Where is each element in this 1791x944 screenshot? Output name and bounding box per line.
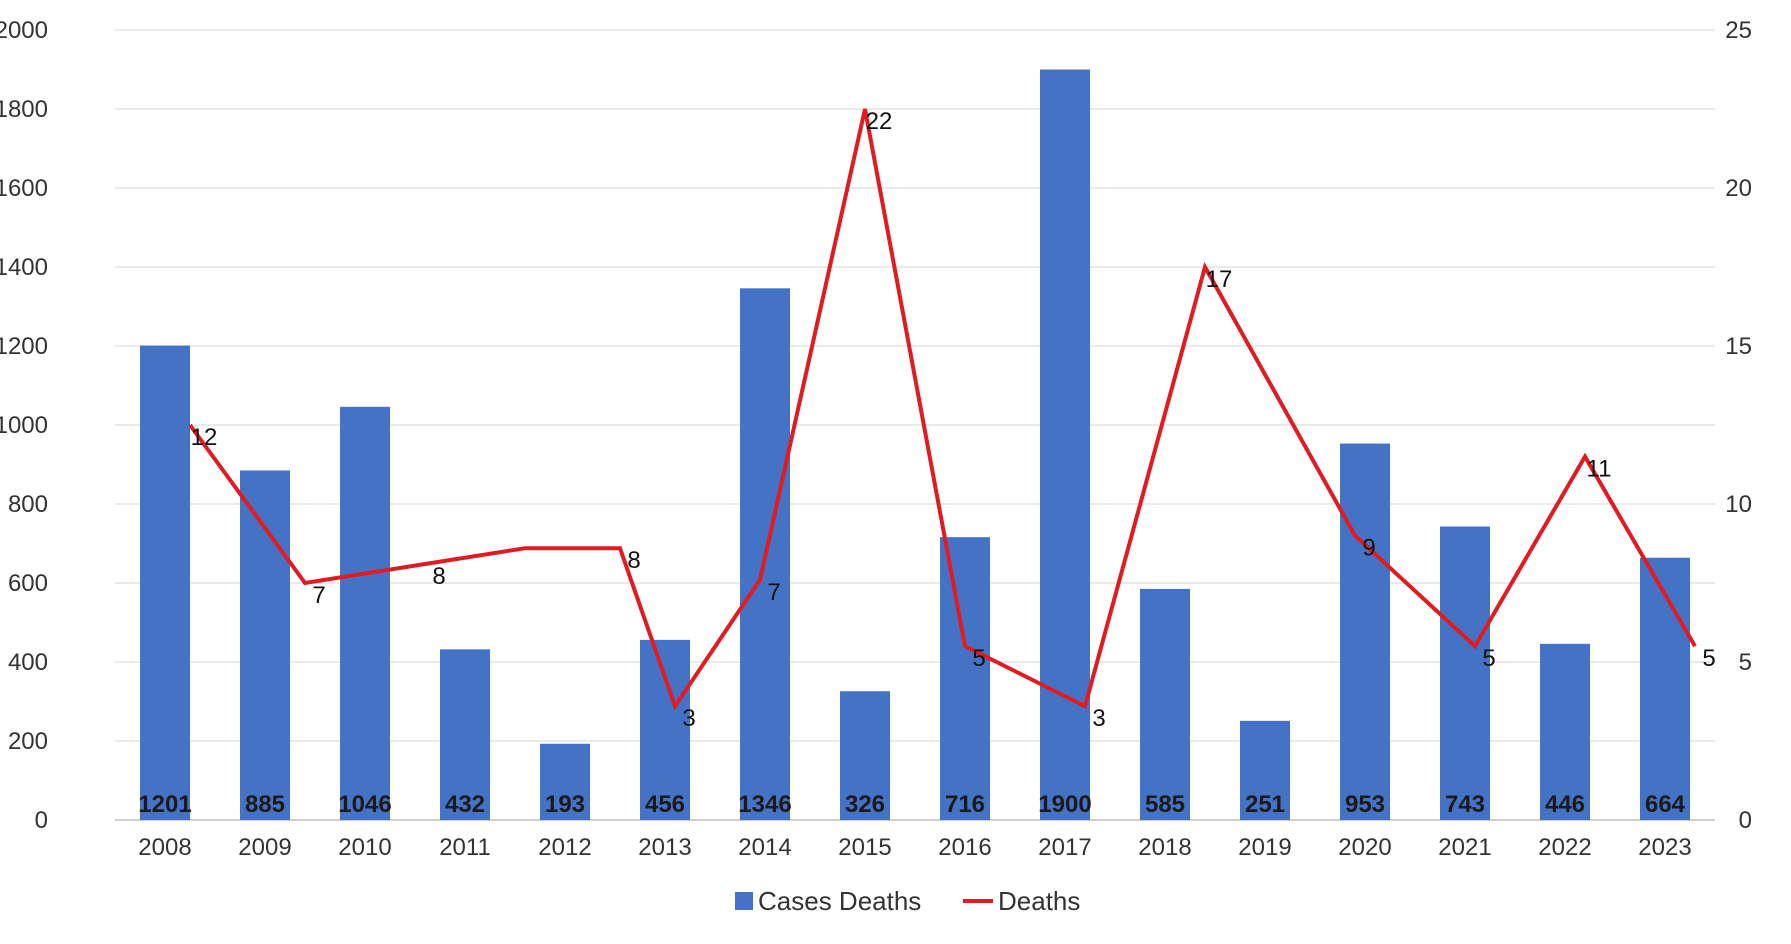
x-axis-label-2021: 2021 xyxy=(1438,834,1491,861)
bar-data-labels: 1201 885 1046 432 193 456 1346 326 716 1900 585 251… xyxy=(138,791,1685,818)
legend-swatch-cases-deaths xyxy=(735,892,753,910)
x-axis-label-2018: 2018 xyxy=(1138,834,1191,861)
bar-label-2011: 432 xyxy=(445,791,485,818)
line-label-3: 8 xyxy=(627,547,640,574)
line-series-deaths xyxy=(188,108,1697,711)
x-axis-label-2020: 2020 xyxy=(1338,834,1391,861)
line-label-2: 8 xyxy=(432,563,445,590)
legend-label-deaths: Deaths xyxy=(998,886,1080,916)
bar-2020 xyxy=(1340,443,1390,820)
right-y-axis: 0 5 10 15 20 25 xyxy=(1725,17,1752,834)
x-axis-label-2016: 2016 xyxy=(938,834,991,861)
bar-label-2023: 664 xyxy=(1645,791,1686,818)
left-axis-tick-label: 1800 xyxy=(0,96,48,123)
bar-label-2015: 326 xyxy=(845,791,885,818)
x-axis-label-2014: 2014 xyxy=(738,834,791,861)
x-axis-label-2013: 2013 xyxy=(638,834,691,861)
line-label-0: 12 xyxy=(191,424,218,451)
x-axis-label-2017: 2017 xyxy=(1038,834,1091,861)
line-label-9: 17 xyxy=(1206,266,1233,293)
right-axis-tick-label: 0 xyxy=(1739,807,1752,834)
bar-label-2018: 585 xyxy=(1145,791,1185,818)
x-axis-label-2012: 2012 xyxy=(538,834,591,861)
right-axis-tick-label: 15 xyxy=(1725,333,1752,360)
left-axis-tick-label: 1000 xyxy=(0,412,48,439)
x-axis: 2008 2009 2010 2011 2012 2013 2014 2015 2016 2017… xyxy=(138,834,1691,861)
left-axis-tick-label: 2000 xyxy=(0,17,48,44)
bar-2022 xyxy=(1540,643,1590,820)
line-label-13: 5 xyxy=(1702,645,1715,672)
bar-2017 xyxy=(1040,69,1090,820)
bar-2012 xyxy=(540,743,590,820)
x-axis-label-2010: 2010 xyxy=(338,834,391,861)
x-axis-label-2019: 2019 xyxy=(1238,834,1291,861)
bar-label-2019: 251 xyxy=(1245,791,1285,818)
bar-label-2021: 743 xyxy=(1445,791,1485,818)
bar-2021 xyxy=(1440,526,1490,820)
line-label-10: 9 xyxy=(1362,535,1375,562)
line-label-12: 11 xyxy=(1587,456,1612,483)
line-label-11: 5 xyxy=(1482,645,1495,672)
bar-label-2013: 456 xyxy=(645,791,685,818)
x-axis-label-2009: 2009 xyxy=(238,834,291,861)
bar-label-2014: 1346 xyxy=(738,791,791,818)
left-axis-tick-label: 1200 xyxy=(0,333,48,360)
left-axis-tick-label: 400 xyxy=(8,649,48,676)
legend: Cases Deaths Deaths xyxy=(735,886,1080,916)
right-axis-tick-label: 25 xyxy=(1725,17,1752,44)
x-axis-label-2022: 2022 xyxy=(1538,834,1591,861)
x-axis-label-2011: 2011 xyxy=(439,834,491,861)
bar-label-2016: 716 xyxy=(945,791,985,818)
bar-label-2009: 885 xyxy=(245,791,285,818)
left-axis-tick-label: 600 xyxy=(8,570,48,597)
x-axis-label-2023: 2023 xyxy=(1638,834,1691,861)
left-axis-tick-label: 200 xyxy=(8,728,48,755)
bar-2019 xyxy=(1240,720,1290,820)
line-label-4: 3 xyxy=(682,705,695,732)
left-axis-tick-label: 800 xyxy=(8,491,48,518)
line-label-6: 22 xyxy=(866,108,893,135)
right-axis-tick-label: 20 xyxy=(1725,175,1752,202)
bar-2010 xyxy=(340,406,390,820)
left-axis-tick-label: 0 xyxy=(35,807,48,834)
left-axis-tick-label: 1600 xyxy=(0,175,48,202)
line-label-8: 3 xyxy=(1092,705,1105,732)
bar-2015 xyxy=(840,691,890,820)
bar-label-2020: 953 xyxy=(1345,791,1385,818)
deaths-line-path xyxy=(188,108,1697,711)
bar-2013 xyxy=(640,639,690,820)
line-label-1: 7 xyxy=(312,582,325,609)
line-data-labels: 12 7 8 8 3 7 22 5 3 17 9 5 11 5 xyxy=(191,108,1716,732)
left-axis-tick-label: 1400 xyxy=(0,254,48,281)
bar-2011 xyxy=(440,649,490,820)
line-label-7: 5 xyxy=(972,645,985,672)
bar-2016 xyxy=(940,537,990,820)
bar-series-cases-deaths xyxy=(140,69,1690,821)
left-y-axis: 0 200 400 600 800 1000 1200 1400 1600 1800 2000 xyxy=(0,17,48,834)
bar-2009 xyxy=(240,470,290,820)
bar-2008 xyxy=(140,345,190,820)
bar-2018 xyxy=(1140,588,1190,820)
bar-label-2008: 1201 xyxy=(138,791,191,818)
line-label-5: 7 xyxy=(767,579,780,606)
bar-label-2012: 193 xyxy=(545,791,585,818)
x-axis-label-2008: 2008 xyxy=(138,834,191,861)
right-axis-tick-label: 10 xyxy=(1725,491,1752,518)
legend-label-cases-deaths: Cases Deaths xyxy=(758,886,921,916)
bar-label-2017: 1900 xyxy=(1038,791,1091,818)
x-axis-label-2015: 2015 xyxy=(838,834,891,861)
bar-2023 xyxy=(1640,557,1690,820)
bar-label-2022: 446 xyxy=(1545,791,1585,818)
right-axis-tick-label: 5 xyxy=(1739,649,1752,676)
bar-label-2010: 1046 xyxy=(338,791,391,818)
